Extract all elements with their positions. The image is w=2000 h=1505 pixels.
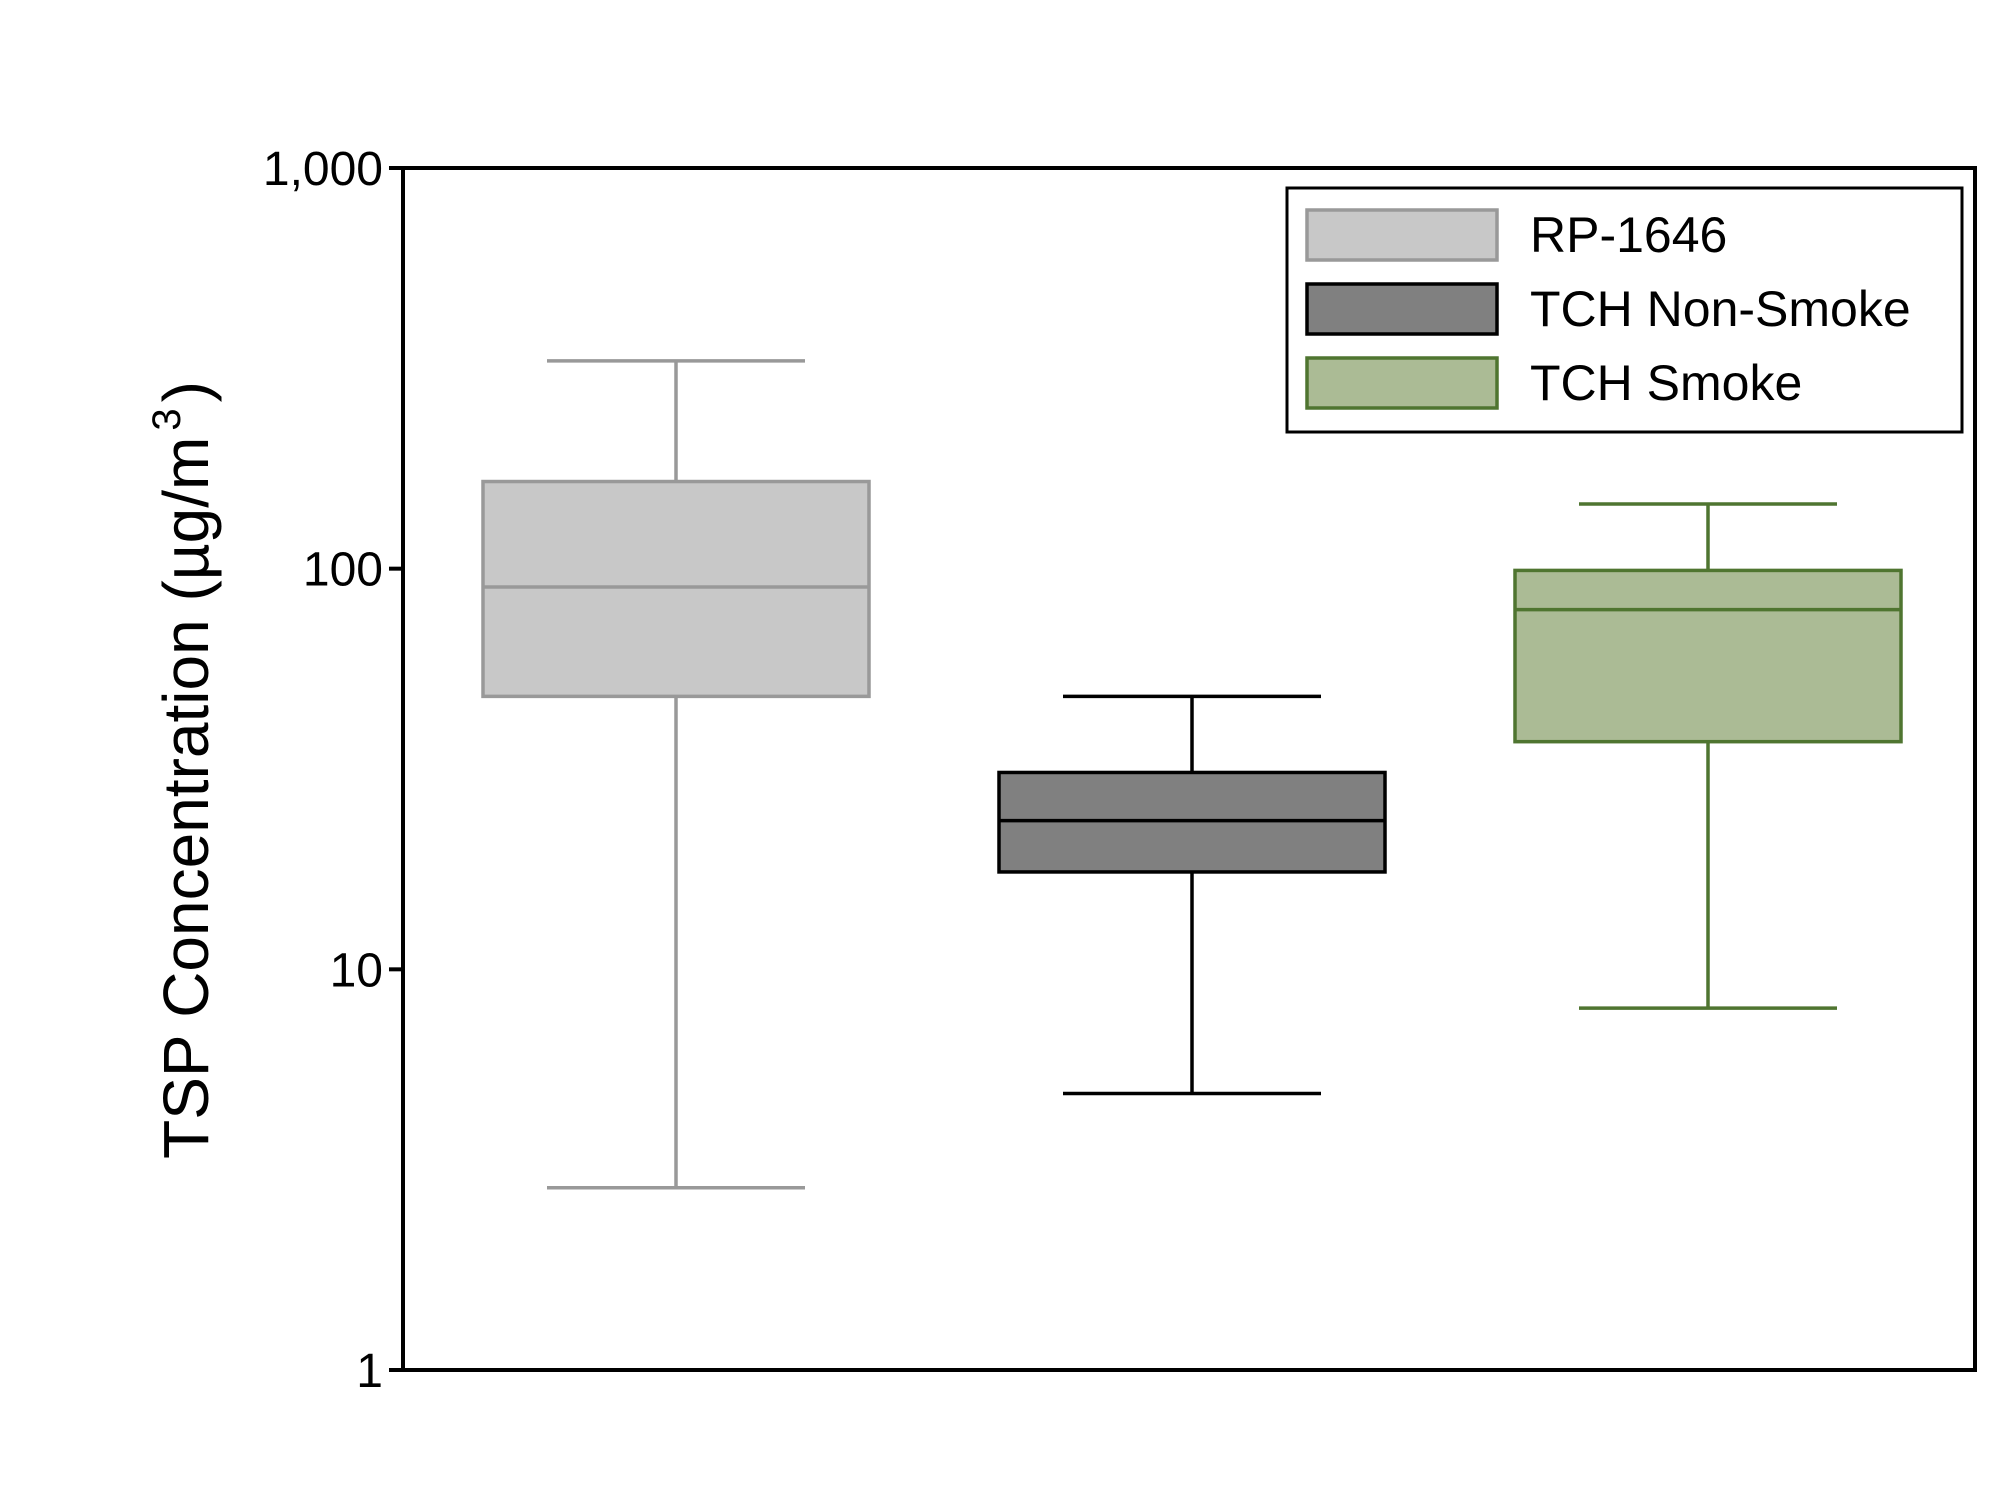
y-tick-label: 1 (356, 1345, 383, 1398)
legend-swatch-tch-smoke (1305, 356, 1499, 410)
y-tick-label: 1,000 (263, 143, 383, 196)
legend-label-rp-1646: RP-1646 (1530, 207, 1727, 263)
y-axis-label-main: TSP Concentration (µg/m (150, 437, 222, 1159)
box-tch-smoke (1513, 568, 1903, 744)
legend-swatch-tch-non-smoke (1305, 282, 1499, 336)
legend-label-tch-smoke: TCH Smoke (1530, 355, 1802, 411)
legend-label-tch-non-smoke: TCH Non-Smoke (1530, 281, 1911, 337)
y-tick-label: 100 (303, 544, 383, 597)
y-axis-label: TSP Concentration (µg/m 3) (145, 381, 222, 1159)
y-axis-label-superscript: 3 (145, 408, 189, 430)
y-axis-label-close: ) (150, 381, 222, 402)
legend-swatch-rp-1646 (1305, 208, 1499, 262)
plot-frame (401, 166, 1977, 1372)
y-tick-label: 10 (330, 944, 383, 997)
box-rp-1646 (481, 479, 871, 699)
